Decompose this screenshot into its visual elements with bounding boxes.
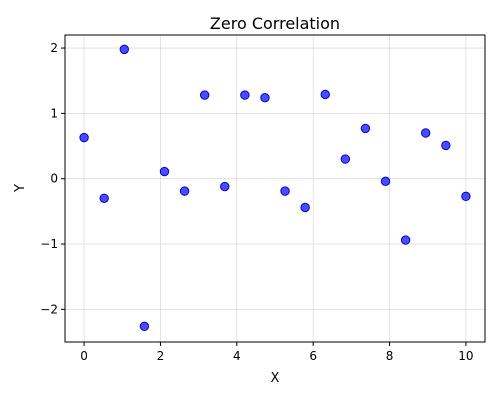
scatter-point: [240, 90, 250, 100]
y-tick-label: −2: [40, 302, 58, 316]
x-tick-label: 0: [80, 349, 88, 363]
x-tick-label: 8: [386, 349, 394, 363]
y-tick-label: −1: [40, 237, 58, 251]
y-tick-label: 0: [50, 172, 58, 186]
x-tick-label: 2: [157, 349, 165, 363]
scatter-point: [360, 123, 371, 134]
scatter-point: [119, 44, 129, 55]
chart-title: Zero Correlation: [210, 14, 340, 33]
scatter-point: [139, 321, 150, 332]
scatter-point: [340, 154, 351, 164]
scatter-point: [300, 202, 310, 213]
scatter-point: [79, 132, 89, 143]
x-tick-label: 10: [458, 349, 473, 363]
x-axis-label: X: [271, 371, 280, 386]
grid: [65, 35, 485, 342]
scatter-point: [179, 186, 190, 196]
y-axis-label: Y: [13, 184, 28, 193]
scatter-point: [400, 235, 411, 245]
scatter-point: [320, 89, 330, 100]
scatter-point: [199, 90, 210, 100]
scatter-point: [421, 128, 431, 138]
scatter-point: [260, 93, 270, 103]
x-tick-label: 4: [233, 349, 241, 363]
data-points: [79, 44, 471, 332]
axis-ticks: 0 2 4 6 8 10 −2 −1 0 1 2: [40, 41, 473, 363]
scatter-point: [380, 176, 391, 187]
plot-frame: [64, 34, 486, 343]
scatter-point: [159, 166, 170, 177]
scatter-point: [99, 193, 109, 203]
scatter-point: [441, 140, 451, 151]
x-tick-label: 6: [309, 349, 317, 363]
y-tick-label: 2: [50, 41, 58, 55]
scatter-point: [461, 191, 471, 202]
y-tick-label: 1: [50, 106, 58, 120]
scatter-point: [280, 186, 290, 196]
scatter-point: [220, 181, 230, 192]
